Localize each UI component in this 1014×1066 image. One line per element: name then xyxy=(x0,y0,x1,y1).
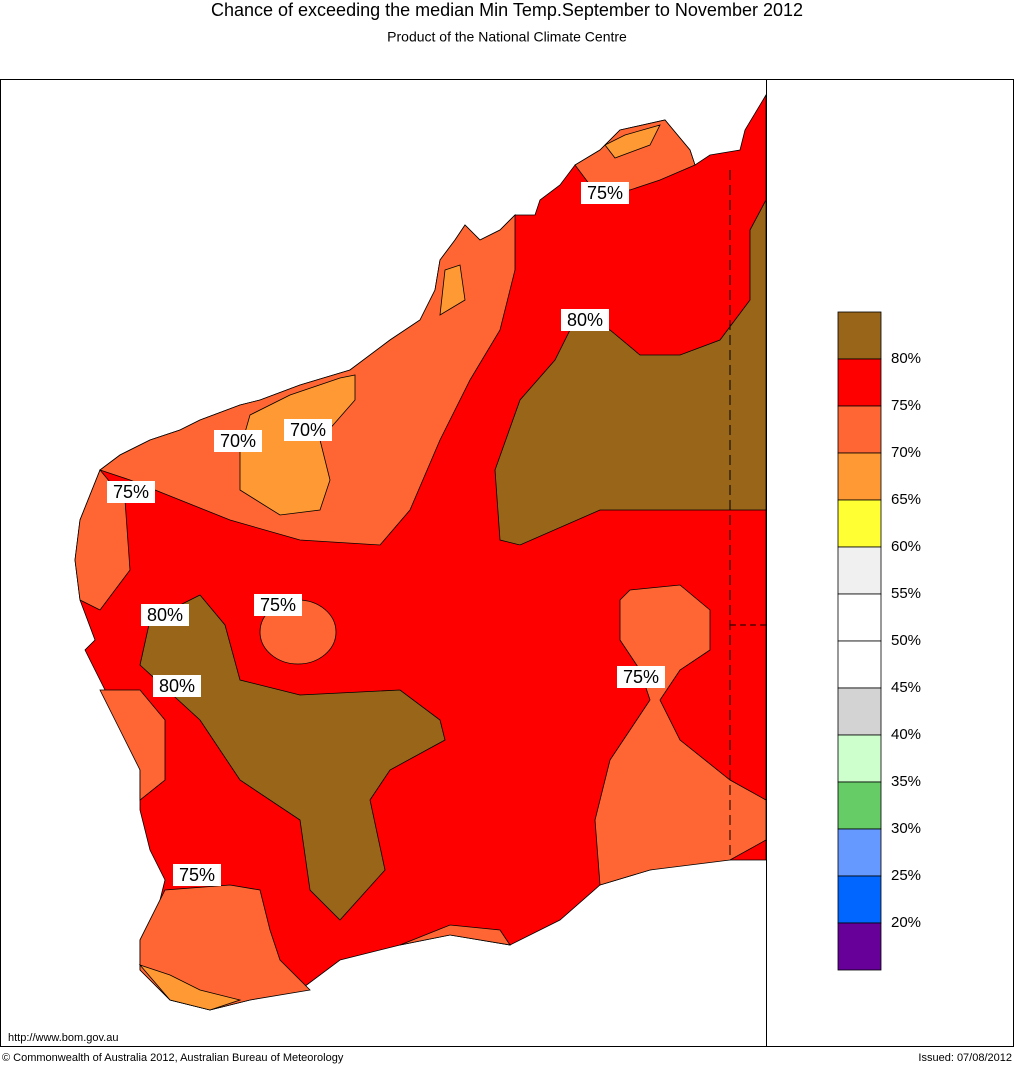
contour-label: 75% xyxy=(260,595,296,615)
legend-swatch xyxy=(837,875,882,924)
contour-label-box xyxy=(141,604,189,626)
contour-label-box xyxy=(254,594,302,616)
legend-swatch xyxy=(837,687,882,736)
region xyxy=(99,214,516,546)
contour-label: 70% xyxy=(290,420,326,440)
legend-panel xyxy=(766,80,1013,1046)
legend-swatch xyxy=(837,405,882,454)
contour-label-box xyxy=(214,430,262,452)
legend-label: 50% xyxy=(891,632,921,649)
legend-swatch xyxy=(837,499,882,548)
legend-label: 25% xyxy=(891,867,921,884)
region xyxy=(439,264,466,316)
contour-label: 75% xyxy=(587,183,623,203)
legend-swatch xyxy=(837,358,882,407)
legend-label: 75% xyxy=(891,397,921,414)
contour-labels: 75% 80% 70% 70% 75% 80% 75% 80% 75% 75% xyxy=(107,182,665,886)
legend-swatch xyxy=(837,593,882,642)
region xyxy=(399,924,511,946)
contour-label-box xyxy=(107,481,155,503)
legend-label: 55% xyxy=(891,585,921,602)
region xyxy=(239,374,356,516)
contour-label-box xyxy=(173,864,221,886)
legend-label: 65% xyxy=(891,491,921,508)
contour-label: 80% xyxy=(567,310,603,330)
legend-swatch xyxy=(837,311,882,360)
region xyxy=(604,124,661,159)
legend-label: 40% xyxy=(891,726,921,743)
legend: 80% 75% 70% 65% 60% 55% 50% 45% 40% 35% 30% 25% 20% xyxy=(837,311,921,971)
legend-label: 80% xyxy=(891,350,921,367)
title: Chance of exceeding the median Min Temp.… xyxy=(211,0,803,20)
contour-label: 75% xyxy=(113,482,149,502)
legend-swatch xyxy=(837,922,882,971)
region xyxy=(574,119,696,191)
contour-label-box xyxy=(561,309,609,331)
region xyxy=(138,964,242,1011)
contour-label: 70% xyxy=(220,431,256,451)
legend-label: 45% xyxy=(891,679,921,696)
contour-label-box xyxy=(617,666,665,688)
region xyxy=(74,469,131,611)
contour-label: 75% xyxy=(179,865,215,885)
subtitle: Product of the National Climate Centre xyxy=(387,29,627,45)
url: http://www.bom.gov.au xyxy=(8,1032,118,1044)
legend-swatch xyxy=(837,828,882,877)
legend-swatch xyxy=(837,546,882,595)
legend-label: 30% xyxy=(891,820,921,837)
contour-label-box xyxy=(284,419,332,441)
region xyxy=(139,594,446,921)
legend-swatch xyxy=(837,452,882,501)
contour-label: 75% xyxy=(623,667,659,687)
region xyxy=(139,884,311,1011)
copyright: © Commonwealth of Australia 2012, Austra… xyxy=(2,1052,344,1064)
legend-swatch xyxy=(837,781,882,830)
contour-label: 80% xyxy=(147,605,183,625)
legend-swatch xyxy=(837,734,882,783)
contour-label-box xyxy=(153,675,201,697)
legend-label: 20% xyxy=(891,914,921,931)
contour-label: 80% xyxy=(159,676,195,696)
legend-label: 35% xyxy=(891,773,921,790)
legend-swatch xyxy=(837,640,882,689)
legend-label: 70% xyxy=(891,444,921,461)
contour-label-box xyxy=(581,182,629,204)
issued: Issued: 07/08/2012 xyxy=(918,1052,1012,1064)
legend-label: 60% xyxy=(891,538,921,555)
region xyxy=(99,689,166,801)
